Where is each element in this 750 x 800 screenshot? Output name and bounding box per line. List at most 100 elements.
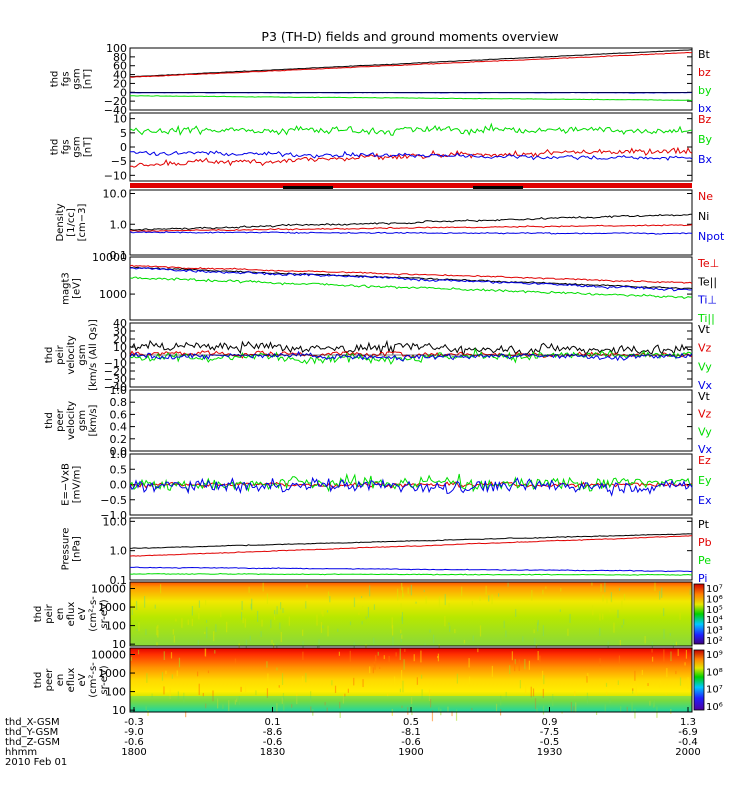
orbit-value: 0.5 <box>403 717 419 728</box>
spectrogram-texture <box>675 641 678 647</box>
spectrogram-texture <box>347 688 349 693</box>
spectrogram-texture <box>461 586 463 596</box>
spectrogram-texture <box>444 615 446 627</box>
spectrogram-texture <box>613 622 615 633</box>
spectrogram-texture <box>353 677 355 686</box>
y-tick-label: 0.2 <box>110 433 128 446</box>
colorbar-label: 10⁵ <box>706 605 723 616</box>
y-axis-label-line: peer <box>44 668 55 692</box>
spectrogram-texture <box>276 606 278 615</box>
spectrogram-texture <box>367 606 370 618</box>
y-axis-label-line: [km/s] <box>88 404 99 436</box>
spectrogram-texture <box>651 656 654 662</box>
spectrogram-texture <box>373 604 376 610</box>
y-tick-label: 0 <box>120 141 127 154</box>
y-axis-label-line: thd <box>33 672 44 689</box>
y-tick-label: 80 <box>113 51 127 64</box>
spectrogram-texture <box>262 582 264 592</box>
spectrogram-texture <box>358 612 360 615</box>
spectrogram-texture <box>425 596 427 604</box>
spectrogram-texture <box>242 617 244 624</box>
spectrogram-texture <box>632 688 634 691</box>
event-bar-segment <box>283 186 333 189</box>
orbit-value: -6.9 <box>678 727 698 738</box>
spectrogram-texture <box>339 711 341 718</box>
spectrogram-texture <box>665 692 667 695</box>
legend-Pe: Pe <box>698 554 711 567</box>
y-axis-label-line: [km/s (All Qs)] <box>88 319 99 391</box>
legend-Vz: Vz <box>698 408 712 421</box>
spectrogram-texture <box>266 661 268 668</box>
spectrogram-texture <box>677 649 679 656</box>
spectrogram-texture <box>198 612 200 620</box>
spectrogram-texture <box>469 676 471 687</box>
spectrogram-texture <box>659 680 661 688</box>
spectrogram-texture <box>202 692 204 697</box>
spectrogram-texture <box>507 582 509 587</box>
series-line-Pi <box>130 566 693 573</box>
spectrogram-texture <box>669 633 671 637</box>
y-tick-label: 10000 <box>92 251 127 264</box>
spectrogram-texture <box>511 651 513 661</box>
spectrogram-texture <box>196 671 199 677</box>
spectrogram-texture <box>165 670 167 675</box>
event-bar-segment <box>473 186 523 189</box>
orbit-value: -0.6 <box>124 737 144 748</box>
legend-By: By <box>698 133 713 146</box>
spectrogram-texture <box>327 625 329 637</box>
y-axis-label: thd peir en eflux eV (cm²-s-sr-eV) <box>33 596 110 632</box>
series-line-Pb <box>129 535 692 557</box>
spectrogram-texture <box>410 584 412 596</box>
y-axis-label-line: velocity <box>66 335 77 374</box>
spectrogram-texture <box>395 652 397 657</box>
spectrogram-texture <box>451 710 453 717</box>
spectrogram-texture <box>621 625 623 628</box>
legend-Ez: Ez <box>698 454 711 467</box>
spectrogram-texture <box>388 655 390 662</box>
spectrogram-texture <box>282 692 285 702</box>
spectrogram-texture <box>479 625 482 637</box>
spectrogram-texture <box>421 689 423 700</box>
spectrogram-texture <box>374 661 376 670</box>
y-axis-label-line: E=−VxB <box>61 463 72 506</box>
spectrogram-texture <box>339 701 341 709</box>
series-line-Vx <box>129 350 693 362</box>
spectrogram-texture <box>518 659 520 671</box>
series-line-By <box>129 122 693 136</box>
spectrogram-texture <box>552 694 554 706</box>
spectrogram-texture <box>241 600 243 611</box>
spectrogram-texture <box>365 616 367 620</box>
spectrogram-texture <box>604 582 606 593</box>
spectrogram-texture <box>522 636 524 642</box>
spectrogram-texture <box>238 643 240 652</box>
y-tick-label: 100 <box>106 42 127 55</box>
spectrogram-texture <box>623 594 626 601</box>
spectrogram-texture <box>595 710 598 715</box>
spectrogram-texture <box>611 597 613 603</box>
legend-Bt: Bt <box>698 48 711 61</box>
spectrogram-texture <box>472 635 474 641</box>
spectrogram-texture <box>310 691 312 703</box>
spectrogram-texture <box>399 648 401 661</box>
y-tick-label: 40 <box>113 317 127 330</box>
y-axis-label: thd fgs gsm [nT] <box>50 136 94 157</box>
spectrogram-texture <box>306 584 308 588</box>
spectrogram-texture <box>379 666 381 669</box>
panel-frame <box>129 389 693 452</box>
spectrogram-texture <box>365 644 367 650</box>
legend-Bx: Bx <box>698 153 713 166</box>
y-tick-label: 40 <box>113 69 127 82</box>
y-tick-label: 0.0 <box>110 479 128 492</box>
spectrogram-texture <box>431 710 434 722</box>
y-tick-label: −20 <box>104 365 127 378</box>
colorbar-label: 10³ <box>706 626 723 637</box>
spectrogram-texture <box>383 655 385 660</box>
series-line-Ti⊥ <box>129 266 693 292</box>
spectrogram-texture <box>542 705 545 715</box>
spectrogram-texture <box>525 682 527 695</box>
series-line-by <box>129 95 692 101</box>
orbit-value: 1800 <box>121 747 146 758</box>
